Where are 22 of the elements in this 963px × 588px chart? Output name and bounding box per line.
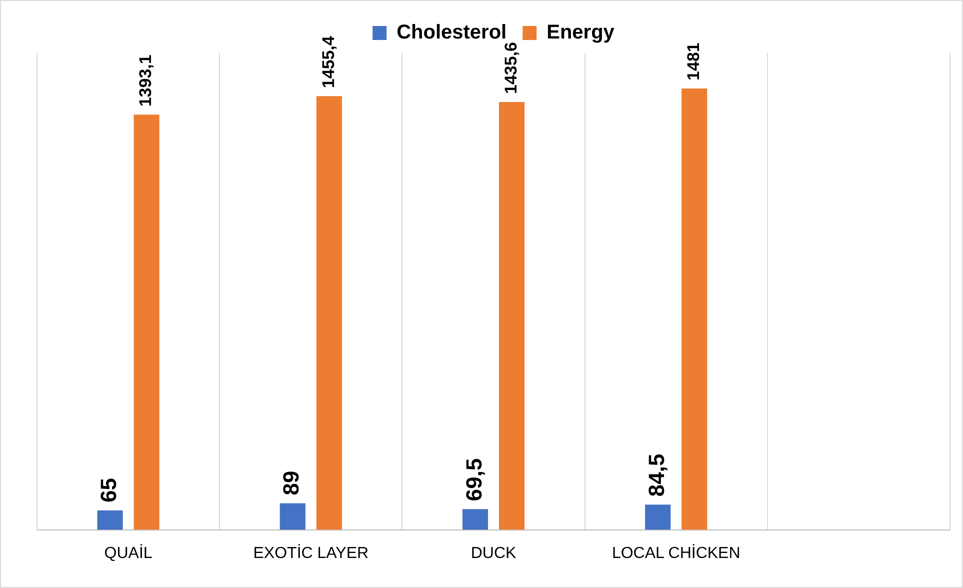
x-tick-label: DUCK <box>470 544 516 562</box>
bar <box>645 504 671 530</box>
bar <box>462 509 488 530</box>
x-tick-label: EXOTİC LAYER <box>253 544 369 562</box>
bar <box>134 114 160 530</box>
bar <box>316 96 342 530</box>
bar <box>498 102 525 530</box>
x-tick-label: LOCAL CHİCKEN <box>612 544 740 562</box>
legend-label: Energy <box>546 22 616 44</box>
data-label: 1455,4 <box>318 36 338 88</box>
legend-label: Cholesterol <box>396 22 507 44</box>
data-label: 84,5 <box>644 454 669 497</box>
data-label: 1393,1 <box>136 54 156 107</box>
bar <box>280 503 306 530</box>
bar <box>682 88 708 530</box>
data-label: 89 <box>278 470 304 496</box>
bar <box>97 510 123 530</box>
data-label: 69,5 <box>461 458 486 502</box>
x-tick-label: QUAİL <box>104 544 152 562</box>
data-label: 1481 <box>684 42 704 80</box>
data-label: 65 <box>96 478 122 502</box>
data-label: 1435,6 <box>501 42 520 94</box>
